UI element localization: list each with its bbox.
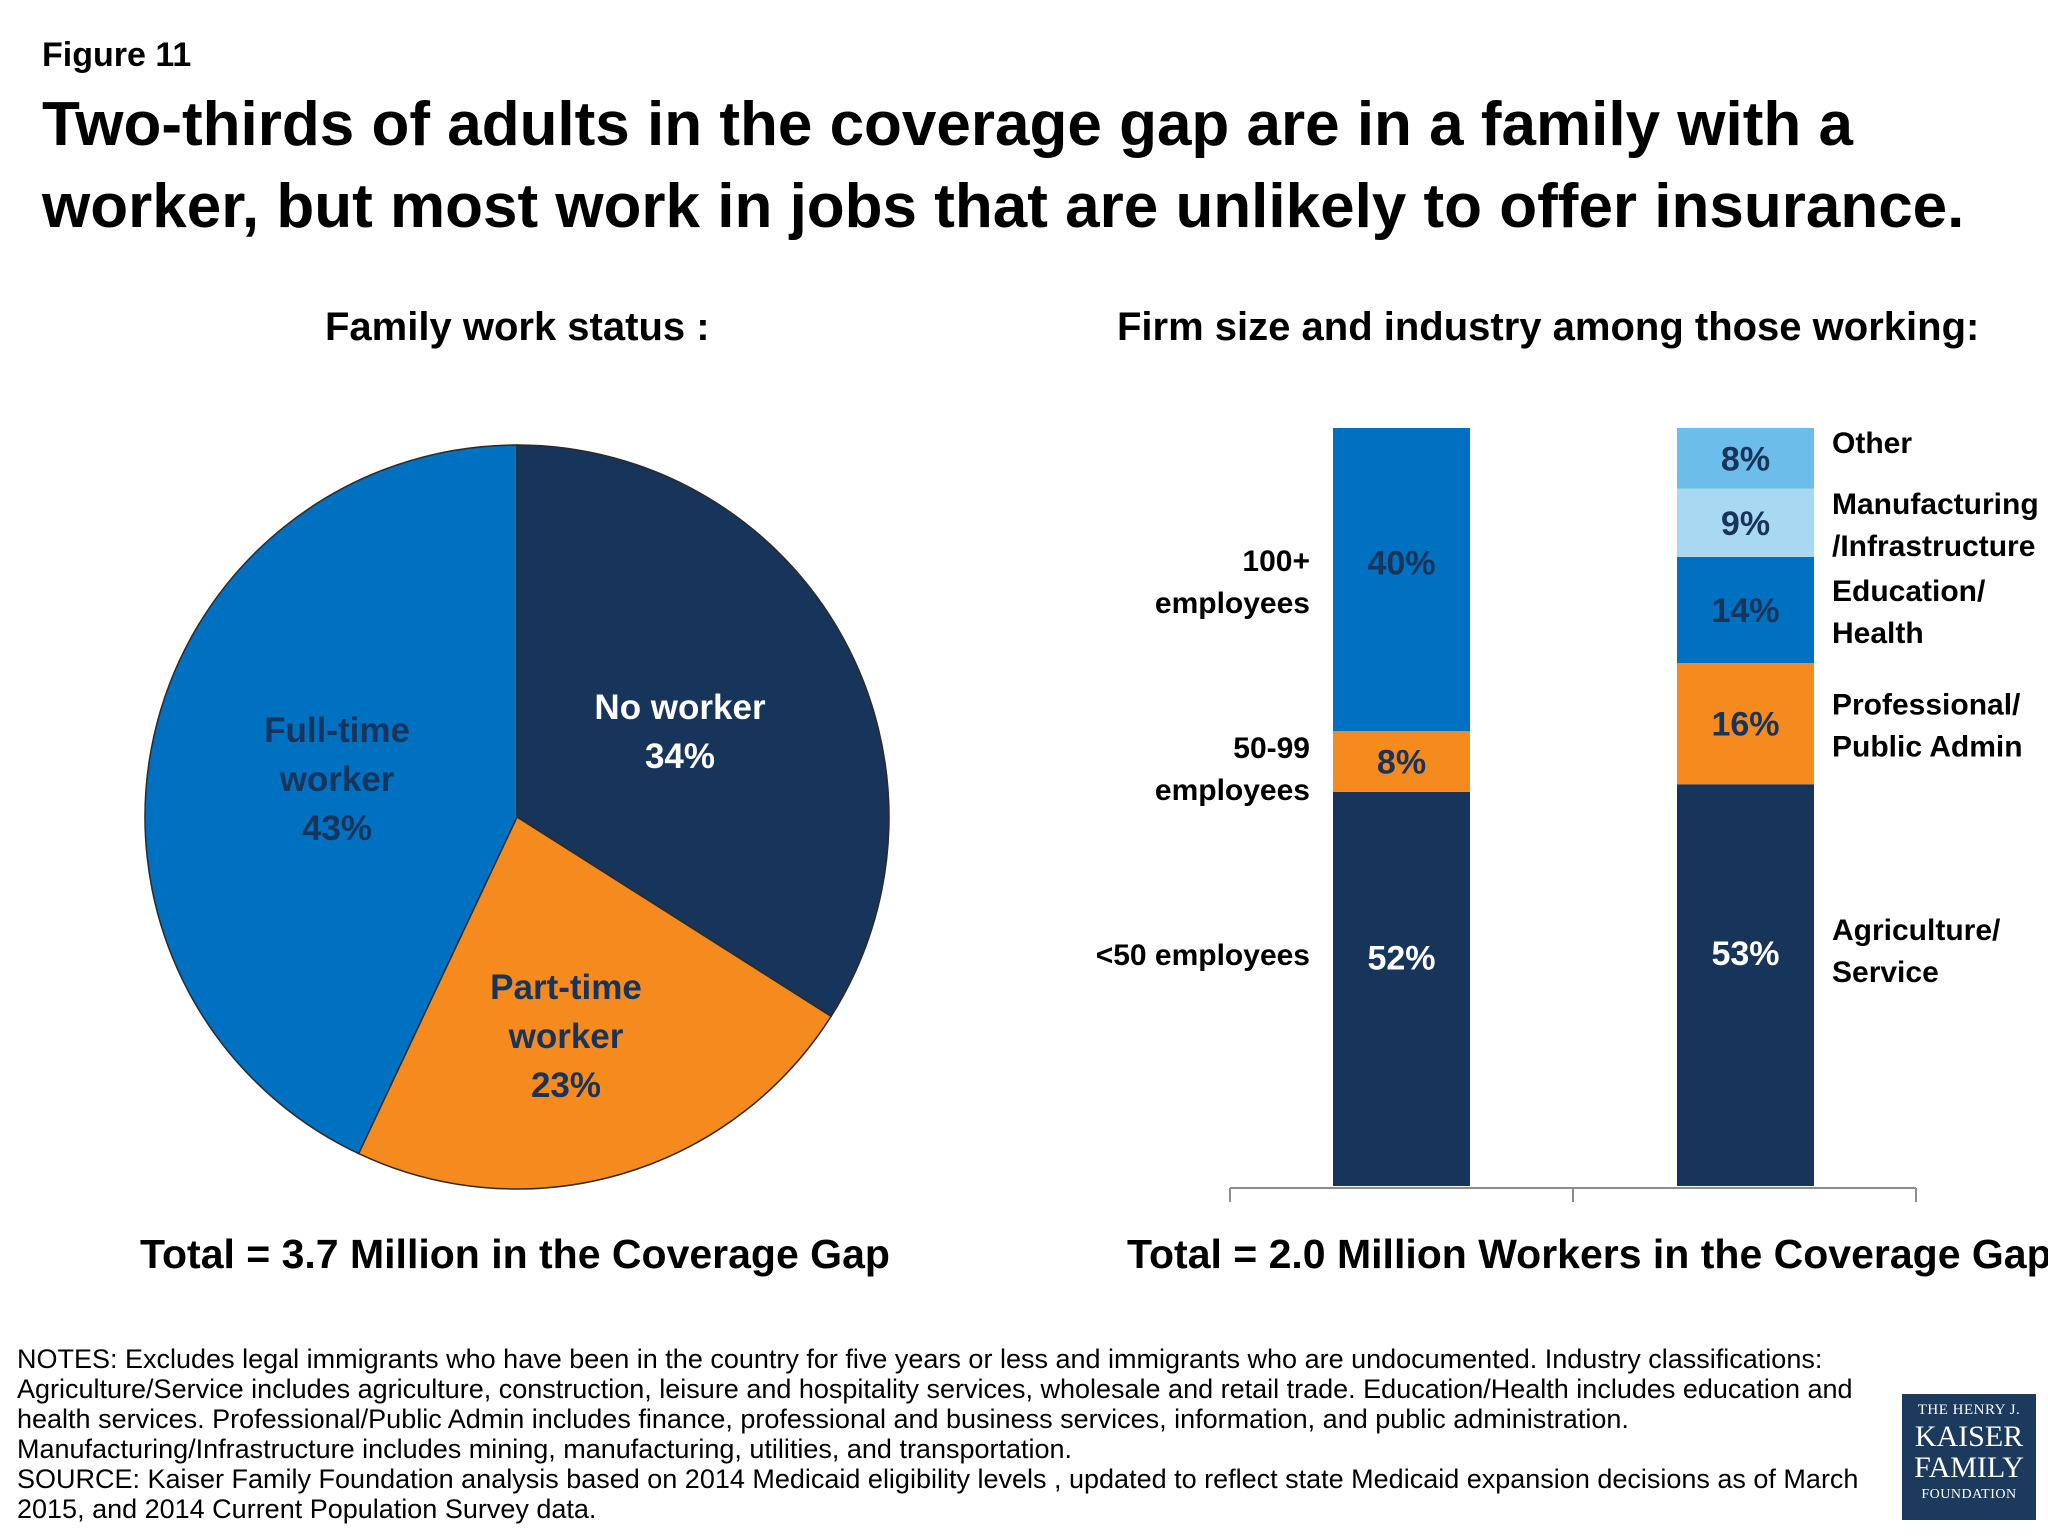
pie-slice-label: No worker: [594, 688, 766, 727]
bar-value-label: 14%: [1711, 592, 1779, 630]
bar-category-label: Health: [1832, 617, 1924, 650]
bar-value-label: 53%: [1711, 935, 1779, 973]
bar-value-label: 40%: [1367, 545, 1435, 583]
bar-category-label: 100+: [1242, 545, 1310, 578]
pie-chart: No worker 34% Part-time worker 23% Full-time w…: [144, 444, 890, 1190]
bar-category-label: Manufacturing: [1832, 488, 2039, 521]
pie-slice-label: Full-time: [264, 711, 410, 750]
bar-segment: [1677, 784, 1814, 1186]
bar-total-label: Total = 2.0 Million Workers in the Cover…: [1127, 1231, 2048, 1277]
figure-label: Figure 11: [42, 36, 192, 74]
bar-category-label: Public Admin: [1832, 731, 2023, 764]
logo-line-3: FAMILY: [1914, 1451, 2024, 1484]
bar-category-label: employees: [1155, 774, 1310, 807]
bar-chart-title: Firm size and industry among those worki…: [1117, 305, 1980, 349]
bar-category-label: Other: [1832, 427, 1912, 460]
kff-logo: THE HENRY J. KAISER FAMILY FOUNDATION: [1902, 1394, 2036, 1520]
source-text: SOURCE: Kaiser Family Foundation analysi…: [17, 1464, 1859, 1524]
notes-block: NOTES: Excludes legal immigrants who hav…: [17, 1344, 1897, 1524]
pie-slice-label: Part-time: [490, 968, 642, 1007]
bar-segment: [1677, 556, 1814, 663]
bar-category-label: Professional/: [1832, 689, 2021, 722]
bar-segment: [1333, 791, 1470, 1186]
pie-slice-label: worker: [279, 760, 395, 799]
bar-value-label: 52%: [1367, 939, 1435, 977]
bar-segment: [1677, 428, 1814, 489]
bar-category-label: Service: [1832, 956, 1939, 989]
pie-slice-label: 23%: [531, 1066, 601, 1105]
logo-line-1: THE HENRY J.: [1917, 1402, 2021, 1418]
bar-segment: [1677, 488, 1814, 557]
bar-category-label: <50 employees: [1096, 939, 1310, 972]
pie-slice: [144, 444, 518, 1155]
bar-category-label: /Infrastructure: [1832, 530, 2035, 563]
bar-category-label: Agriculture/: [1832, 914, 2001, 947]
bar-value-label: 9%: [1721, 505, 1770, 543]
pie-slice: [516, 444, 890, 1018]
headline: Two-thirds of adults in the coverage gap…: [42, 90, 1965, 241]
bar-category-label: Education/: [1832, 575, 1986, 608]
pie-slice-label: 43%: [302, 809, 372, 848]
bar-value-label: 8%: [1377, 744, 1426, 782]
pie-slice: [357, 815, 833, 1190]
stacked-bar-chart: 52% <50 employees 8% 50-99 employees 40% 100+ e…: [1096, 427, 2039, 1202]
logo-line-4: FOUNDATION: [1921, 1487, 2017, 1502]
pie-slice-label: 34%: [645, 737, 715, 776]
bar-category-label: 50-99: [1233, 732, 1310, 765]
pie-total-label: Total = 3.7 Million in the Coverage Gap: [140, 1231, 890, 1277]
bar-segment: [1333, 731, 1470, 792]
pie-chart-title: Family work status :: [325, 305, 710, 349]
notes-text: NOTES: Excludes legal immigrants who hav…: [17, 1344, 1853, 1464]
logo-line-2: KAISER: [1914, 1420, 2024, 1453]
bar-segment: [1333, 428, 1470, 732]
bar-value-label: 16%: [1711, 706, 1779, 744]
bar-value-label: 8%: [1721, 440, 1770, 478]
pie-slice-label: worker: [508, 1017, 624, 1056]
bar-category-label: employees: [1155, 587, 1310, 620]
bar-segment: [1677, 662, 1814, 785]
